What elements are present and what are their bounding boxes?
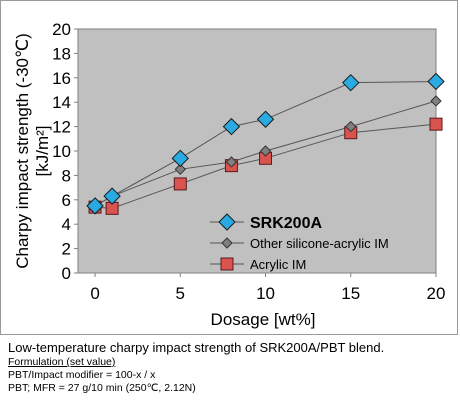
legend-marker [218, 213, 236, 231]
y-tick-label: 6 [62, 191, 71, 210]
chart-caption: Low-temperature charpy impact strength o… [8, 340, 458, 395]
y-axis-label: Charpy impact strength (-30℃)[kJ/m²] [13, 33, 52, 268]
y-tick-label: 16 [52, 69, 71, 88]
data-point [345, 120, 357, 133]
x-axis-label: Dosage [wt%] [211, 310, 316, 329]
formulation-ratio: PBT/Impact modifier = 100-x / x [8, 369, 156, 381]
legend-marker [221, 237, 233, 249]
y-tick-label: 14 [52, 93, 71, 112]
data-point [86, 197, 104, 215]
data-point [174, 163, 186, 176]
data-point [103, 187, 121, 205]
data-point [429, 117, 443, 131]
y-tick-label: 0 [62, 264, 71, 283]
x-tick-label: 5 [176, 284, 185, 303]
legend-label: SRK200A [250, 215, 322, 232]
x-tick-label: 0 [90, 284, 99, 303]
x-tick-label: 15 [341, 284, 360, 303]
plot-area [77, 28, 437, 274]
data-point [173, 177, 187, 191]
y-tick-label: 18 [52, 44, 71, 63]
data-point [427, 72, 445, 91]
y-tick-label: 20 [52, 20, 71, 39]
y-tick-label: 2 [62, 240, 71, 259]
legend-label: Acrylic IM [250, 257, 306, 272]
data-point [430, 95, 442, 107]
y-tick-label: 12 [52, 118, 71, 137]
impact-strength-chart: 0 2 4 6 8 10 12 14 16 18 20 0 5 10 15 20 Dosage [wt%] Cha… [13, 20, 446, 329]
data-point [342, 73, 360, 92]
legend-label: Other silicone-acrylic IM [250, 236, 389, 251]
data-point [225, 156, 238, 168]
y-tick-label: 10 [52, 142, 71, 161]
formulation-heading: Formulation (set value) [8, 356, 116, 368]
y-tick-label: 4 [62, 215, 71, 234]
data-point [171, 149, 189, 168]
caption-title: Low-temperature charpy impact strength o… [8, 340, 385, 355]
data-point [259, 145, 272, 157]
data-point [222, 117, 241, 136]
x-tick-label: 20 [427, 284, 446, 303]
x-tick-label: 10 [256, 284, 275, 303]
data-point [256, 110, 275, 128]
pbt-mfr: PBT; MFR = 27 g/10 min (250℃, 2.12N) [8, 382, 196, 394]
y-tick-label: 8 [62, 166, 71, 185]
legend-marker [220, 257, 234, 271]
